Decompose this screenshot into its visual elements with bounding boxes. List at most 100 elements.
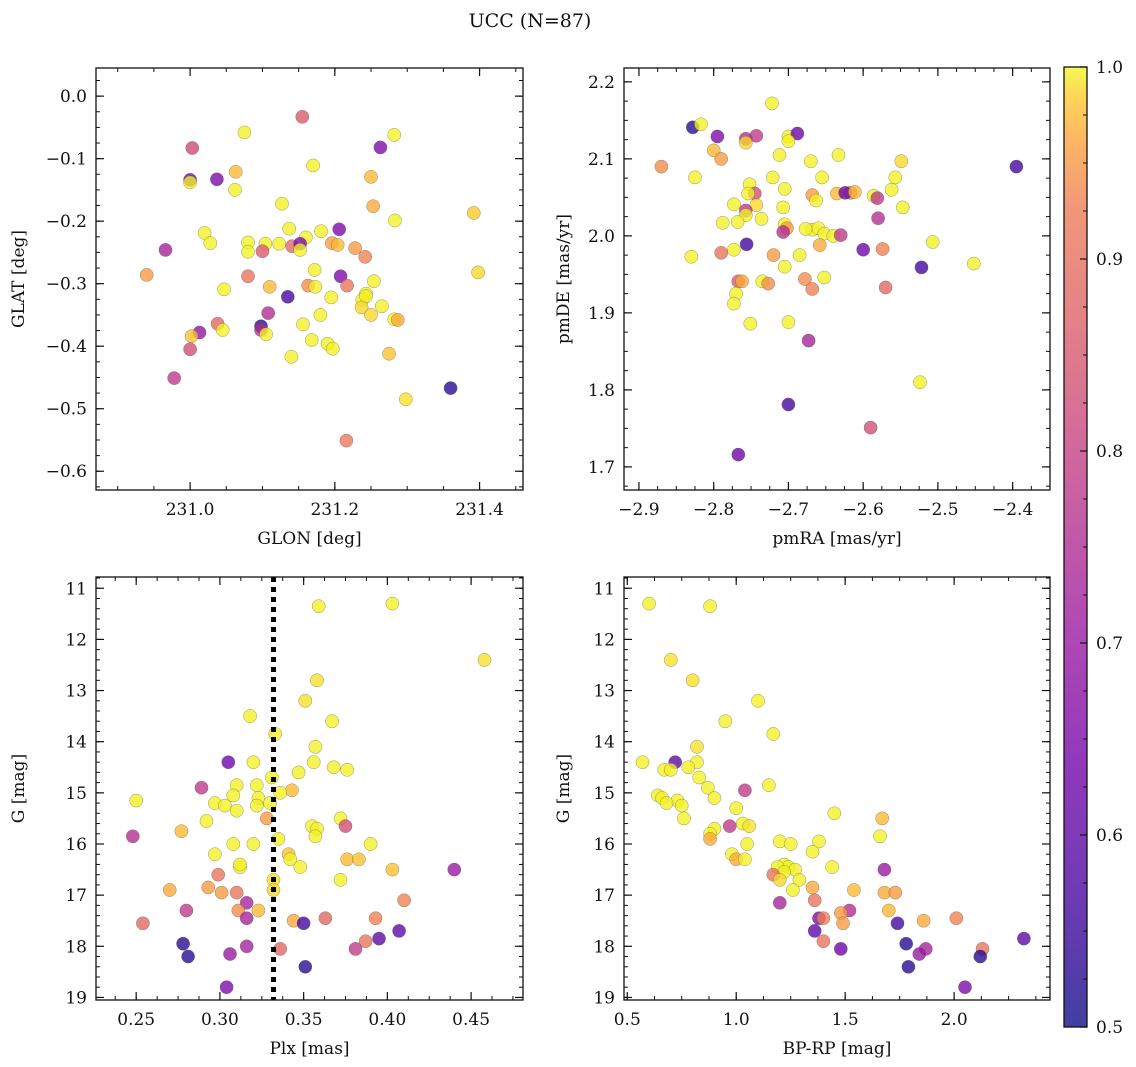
data-point	[1017, 931, 1031, 946]
panel-plx: 0.25 0.30 0.35 0.40 0.45 11 12 13 14 15 16 17 18 19 Pl…	[9, 576, 524, 1059]
x-tick-label: 0.5	[614, 1010, 641, 1030]
data-point	[772, 148, 787, 162]
data-point	[221, 755, 236, 770]
data-point	[284, 349, 299, 364]
x-tick-label: 231.2	[310, 500, 359, 520]
data-point	[194, 780, 209, 795]
y-tick-label: 15	[593, 784, 615, 804]
axes-frame	[95, 576, 524, 1001]
x-tick-label: −2.4	[992, 500, 1033, 520]
data-point	[291, 765, 306, 780]
data-point	[727, 296, 741, 311]
data-point	[387, 128, 402, 142]
data-point	[325, 341, 340, 356]
colorbar-tick-label: 1.0	[1096, 58, 1123, 78]
data-point	[714, 152, 729, 166]
data-point	[870, 191, 885, 205]
data-point	[280, 289, 295, 304]
x-axis-label: GLON [deg]	[257, 529, 361, 549]
x-axis-label: Plx [mas]	[269, 1039, 349, 1059]
data-point	[447, 862, 462, 877]
data-point	[183, 342, 197, 357]
data-point	[958, 980, 972, 995]
data-point	[812, 834, 826, 849]
data-point	[308, 279, 323, 294]
data-point	[285, 783, 299, 798]
data-point	[642, 596, 656, 611]
data-point	[863, 420, 878, 435]
x-tick-label: −2.9	[618, 500, 659, 520]
data-point	[348, 942, 363, 956]
data-point	[311, 599, 326, 614]
data-point	[477, 653, 492, 667]
data-point	[742, 819, 757, 833]
x-tick-label: 2.0	[941, 1010, 968, 1030]
y-tick-label: 1.8	[588, 381, 615, 401]
data-point	[694, 117, 708, 132]
data-point	[836, 916, 850, 931]
data-point	[777, 182, 792, 196]
data-point	[158, 243, 173, 257]
data-point	[875, 242, 890, 256]
data-point	[722, 819, 737, 833]
data-point	[183, 175, 197, 190]
data-point	[261, 306, 276, 320]
data-point	[298, 693, 313, 708]
data-point	[805, 844, 820, 859]
data-point	[856, 242, 871, 257]
data-point	[790, 126, 805, 141]
y-tick-label: −0.5	[46, 400, 87, 420]
data-point	[176, 936, 190, 951]
data-point	[397, 893, 411, 908]
data-point	[364, 308, 378, 322]
data-point	[925, 235, 940, 249]
data-point	[471, 265, 485, 280]
data-point	[185, 141, 200, 155]
data-point	[663, 653, 678, 667]
data-point	[888, 170, 903, 185]
colorbar-tick-label: 0.9	[1096, 250, 1123, 270]
data-point	[809, 193, 823, 208]
data-point	[443, 381, 458, 395]
points-plx	[125, 596, 492, 995]
data-point	[715, 215, 730, 230]
data-point	[731, 447, 746, 462]
data-point	[792, 248, 807, 262]
data-point	[743, 316, 758, 331]
data-point	[324, 290, 339, 305]
data-point	[776, 200, 791, 215]
data-point	[210, 172, 224, 187]
data-point	[765, 96, 779, 111]
data-point	[273, 785, 288, 800]
data-point	[692, 770, 707, 785]
colorbar-tick-label: 0.8	[1096, 442, 1123, 462]
data-point	[772, 895, 787, 910]
data-point	[167, 371, 182, 385]
data-point	[358, 249, 373, 264]
data-point	[827, 806, 842, 821]
data-point	[262, 279, 277, 294]
data-point	[690, 739, 704, 754]
data-point	[354, 300, 369, 315]
data-point	[707, 791, 722, 805]
data-point	[966, 256, 981, 271]
data-point	[807, 893, 822, 908]
data-point	[325, 714, 339, 729]
data-point	[735, 274, 749, 289]
data-point	[340, 278, 354, 293]
data-point	[218, 798, 232, 813]
data-point	[304, 333, 319, 347]
data-point	[298, 959, 313, 974]
colorbar-tick-label: 0.7	[1096, 634, 1123, 654]
data-point	[714, 245, 729, 260]
data-point	[831, 148, 846, 162]
points-pos	[139, 109, 485, 448]
data-point	[310, 673, 324, 688]
y-tick-label: 1.7	[588, 458, 615, 478]
data-point	[815, 170, 829, 185]
data-point	[228, 183, 242, 197]
data-point	[663, 762, 678, 777]
data-point	[888, 885, 903, 900]
data-point	[798, 222, 813, 236]
data-point	[674, 798, 689, 813]
